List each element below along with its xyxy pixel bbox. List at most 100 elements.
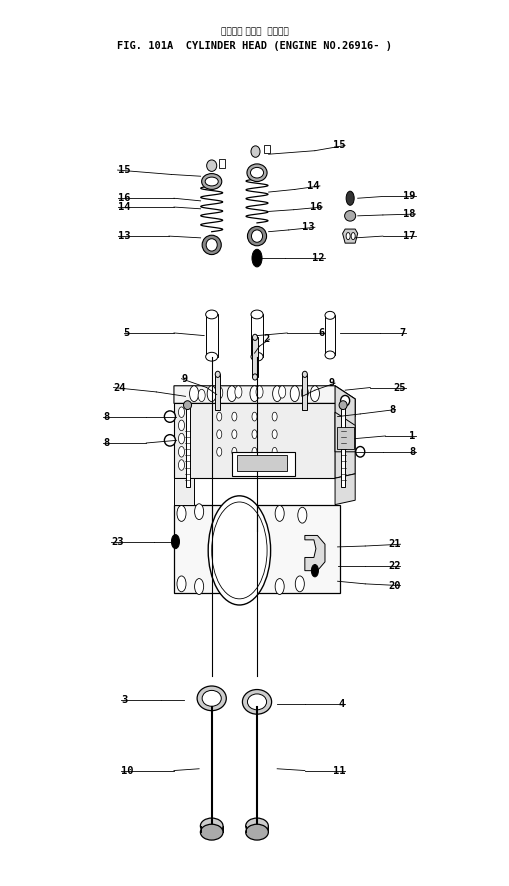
Bar (219, 159, 225, 168)
Polygon shape (232, 452, 295, 477)
Polygon shape (305, 535, 325, 571)
Circle shape (252, 430, 257, 439)
Text: 9: 9 (182, 374, 188, 384)
Text: 9: 9 (329, 378, 335, 388)
Polygon shape (335, 385, 355, 478)
Text: 15: 15 (332, 140, 345, 151)
Text: 15: 15 (118, 165, 130, 175)
Ellipse shape (250, 167, 264, 178)
Circle shape (278, 385, 286, 398)
Circle shape (272, 430, 277, 439)
Circle shape (272, 447, 277, 456)
Text: 22: 22 (388, 561, 401, 571)
Ellipse shape (246, 824, 268, 840)
Ellipse shape (201, 818, 223, 834)
Circle shape (179, 447, 185, 457)
Ellipse shape (252, 374, 258, 380)
Circle shape (207, 385, 216, 401)
Ellipse shape (164, 435, 176, 446)
Circle shape (194, 579, 204, 595)
Text: 1: 1 (409, 431, 416, 441)
Ellipse shape (246, 818, 268, 834)
Ellipse shape (184, 400, 191, 409)
Circle shape (252, 447, 257, 456)
Polygon shape (174, 478, 194, 505)
Circle shape (256, 385, 263, 398)
Polygon shape (343, 229, 358, 243)
Circle shape (217, 430, 222, 439)
Circle shape (216, 386, 223, 399)
Text: 17: 17 (403, 231, 416, 241)
Ellipse shape (325, 311, 335, 319)
Text: 13: 13 (302, 222, 315, 232)
Circle shape (172, 534, 180, 548)
Ellipse shape (242, 689, 272, 714)
Circle shape (235, 385, 242, 398)
Text: 20: 20 (388, 580, 401, 591)
Circle shape (295, 576, 304, 592)
Ellipse shape (356, 447, 365, 457)
Circle shape (250, 385, 259, 401)
Circle shape (189, 385, 199, 401)
Circle shape (301, 386, 308, 399)
Circle shape (351, 232, 355, 239)
Ellipse shape (202, 235, 221, 254)
Polygon shape (335, 412, 355, 452)
Circle shape (310, 385, 320, 401)
Text: 16: 16 (118, 193, 130, 203)
Bar (325, 315, 335, 355)
Ellipse shape (251, 310, 263, 319)
Ellipse shape (215, 371, 220, 377)
Bar (336, 427, 354, 449)
Ellipse shape (202, 690, 221, 706)
Ellipse shape (251, 353, 263, 361)
Ellipse shape (202, 174, 222, 190)
Ellipse shape (341, 395, 350, 406)
Text: 13: 13 (118, 231, 130, 241)
Circle shape (179, 420, 185, 431)
Circle shape (275, 579, 284, 595)
Ellipse shape (339, 400, 347, 409)
Text: 5: 5 (124, 328, 130, 338)
Ellipse shape (205, 177, 218, 186)
Circle shape (298, 508, 307, 523)
Bar (264, 144, 270, 153)
Circle shape (198, 389, 205, 401)
Ellipse shape (206, 238, 217, 251)
Ellipse shape (252, 334, 258, 340)
Text: 11: 11 (332, 766, 345, 775)
Bar (185, 408, 189, 487)
Circle shape (346, 191, 354, 206)
Polygon shape (174, 505, 340, 593)
Text: 4: 4 (339, 699, 345, 709)
Circle shape (252, 249, 262, 267)
Ellipse shape (206, 310, 218, 319)
Circle shape (273, 385, 281, 401)
Circle shape (232, 412, 237, 421)
Circle shape (217, 412, 222, 421)
Bar (237, 455, 287, 471)
Text: 25: 25 (393, 383, 406, 392)
Ellipse shape (247, 164, 267, 182)
Ellipse shape (345, 211, 356, 222)
Text: 8: 8 (103, 438, 110, 448)
Circle shape (217, 447, 222, 456)
Bar (302, 374, 307, 409)
Circle shape (179, 460, 185, 470)
Ellipse shape (206, 353, 218, 361)
Polygon shape (174, 403, 335, 478)
Text: 23: 23 (111, 537, 124, 547)
Circle shape (232, 430, 237, 439)
Ellipse shape (197, 686, 227, 711)
Bar (341, 408, 345, 487)
Text: 19: 19 (403, 191, 416, 201)
Text: 7: 7 (399, 328, 406, 338)
Circle shape (177, 576, 186, 592)
Bar (251, 315, 263, 357)
Text: 18: 18 (403, 209, 416, 219)
Polygon shape (174, 385, 355, 416)
Bar (215, 374, 220, 409)
Ellipse shape (302, 371, 307, 377)
Text: 3: 3 (121, 696, 127, 705)
Circle shape (252, 412, 257, 421)
